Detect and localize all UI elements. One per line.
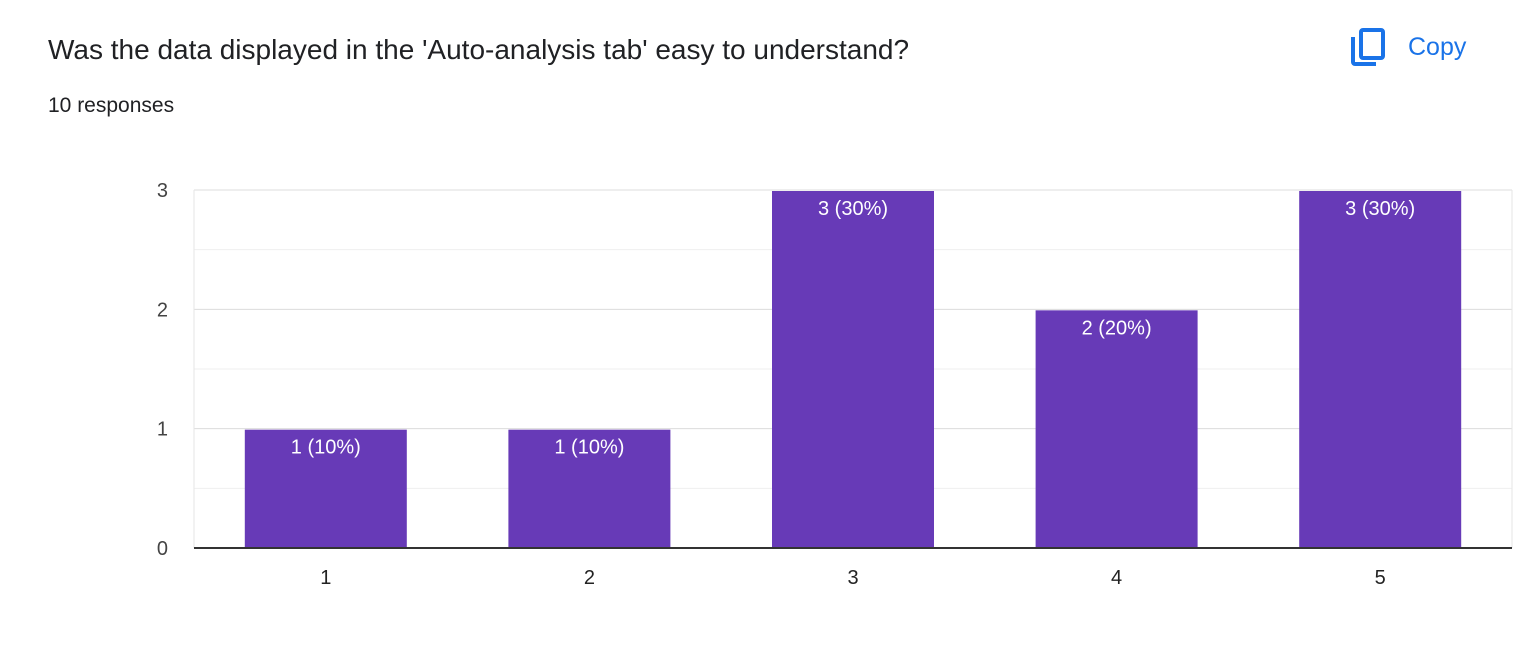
copy-button[interactable]: Copy	[1340, 22, 1476, 72]
y-tick-label: 1	[157, 419, 168, 441]
question-title: Was the data displayed in the 'Auto-anal…	[48, 34, 910, 65]
bar	[508, 429, 671, 548]
x-tick-label: 3	[847, 567, 858, 589]
bar	[772, 191, 934, 548]
y-tick-label: 3	[157, 180, 168, 202]
bar-data-label: 1 (10%)	[554, 437, 624, 459]
copy-icon	[1350, 27, 1386, 67]
x-tick-label: 5	[1375, 567, 1386, 589]
x-tick-label: 1	[320, 567, 331, 589]
bar-data-label: 3 (30%)	[1345, 198, 1415, 220]
response-count: 10 responses	[48, 94, 175, 117]
bar-data-label: 3 (30%)	[818, 198, 888, 220]
x-tick-label: 2	[584, 567, 595, 589]
bar-data-label: 1 (10%)	[291, 437, 361, 459]
y-tick-label: 2	[157, 299, 168, 321]
bar	[1299, 191, 1462, 548]
copy-label: Copy	[1408, 32, 1467, 61]
bar-data-label: 2 (20%)	[1082, 317, 1152, 339]
bar	[1035, 310, 1198, 548]
y-tick-label: 0	[157, 538, 168, 560]
x-tick-label: 4	[1111, 567, 1122, 589]
bar	[244, 429, 407, 548]
